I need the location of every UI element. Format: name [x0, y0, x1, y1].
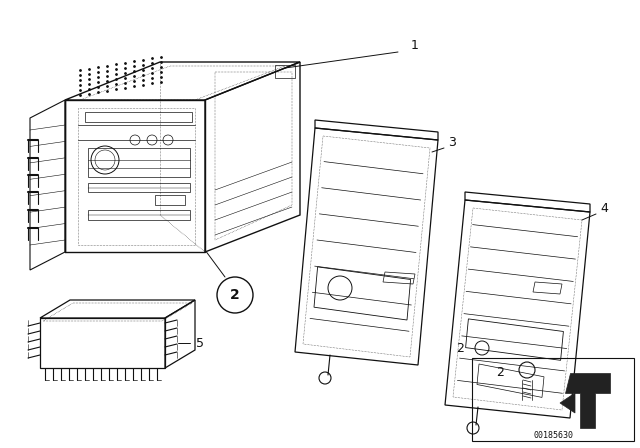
Text: 1: 1 [411, 39, 419, 52]
Polygon shape [560, 393, 575, 413]
Text: 3: 3 [448, 135, 456, 148]
Polygon shape [565, 373, 610, 428]
Text: 5: 5 [196, 336, 204, 349]
Text: 4: 4 [600, 202, 608, 215]
Text: 2: 2 [230, 288, 240, 302]
Text: 00185630: 00185630 [533, 431, 573, 439]
Text: 2: 2 [496, 366, 504, 379]
Text: 2: 2 [456, 341, 464, 354]
